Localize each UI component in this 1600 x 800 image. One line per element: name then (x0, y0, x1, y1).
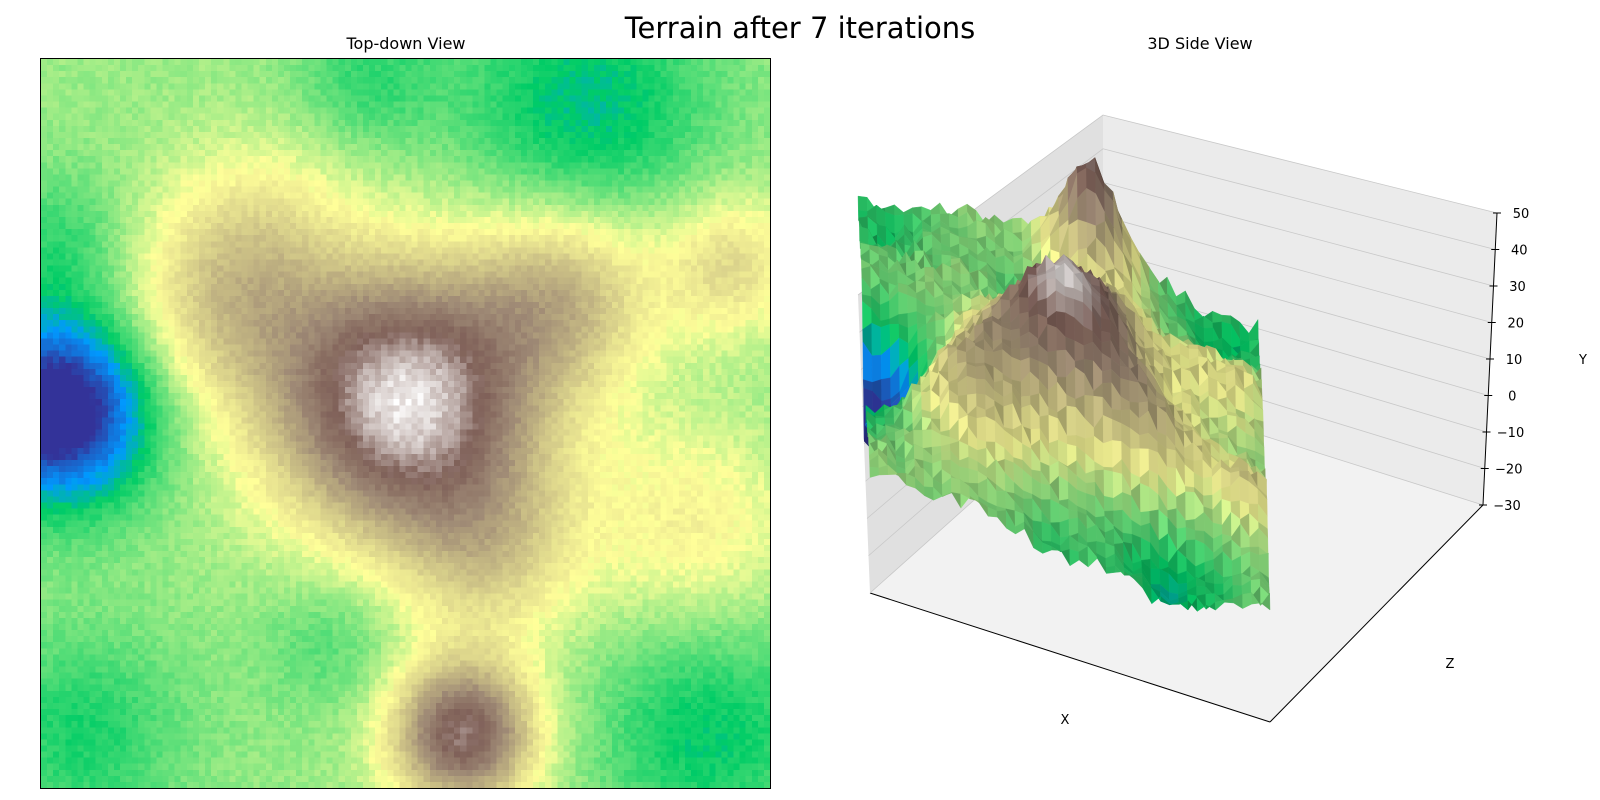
surface-facet (1103, 495, 1114, 512)
surface-facet (1059, 519, 1070, 538)
surface-facet (1100, 317, 1111, 334)
topdown-heatmap (40, 58, 771, 789)
surface-facet (1260, 592, 1271, 611)
surface-facet (976, 220, 987, 239)
surface-facet (1111, 419, 1122, 442)
y-tick-label: −30 (1493, 499, 1520, 514)
surface-facet (871, 322, 882, 356)
surface-facet (951, 477, 961, 495)
surface-facet (996, 490, 1007, 510)
surface-facet (1047, 324, 1058, 353)
surface-facet (985, 416, 996, 443)
surface-facet (1139, 432, 1150, 450)
topdown-view-title: Top-down View (346, 34, 466, 53)
figure-suptitle: Terrain after 7 iterations (624, 11, 976, 45)
surface-facet (1188, 344, 1199, 350)
surface-facet (1184, 486, 1195, 493)
surface-facet (1040, 483, 1051, 500)
surface-facet (1140, 482, 1150, 513)
y-tick-label: 30 (1509, 280, 1526, 295)
side-view-title: 3D Side View (1147, 34, 1253, 53)
y-tick-label: 50 (1513, 207, 1530, 222)
surface-facet (1203, 327, 1214, 343)
surface-facet (966, 375, 977, 396)
surface-facet (995, 255, 1006, 275)
surface-facet (968, 468, 979, 484)
x-axis-line (869, 592, 1271, 723)
surface-facet (1130, 448, 1141, 478)
surface-facet (1003, 403, 1014, 430)
surface-facet (1041, 521, 1052, 542)
surface-facet (1150, 568, 1161, 585)
surface-facet (1232, 573, 1243, 587)
surface-facet (1195, 539, 1205, 567)
surface-facet (1102, 414, 1113, 444)
y-tick-label: −20 (1495, 463, 1522, 478)
z-axis-line (1269, 504, 1484, 723)
surface-facet (1011, 356, 1022, 383)
surface-facet (1048, 414, 1059, 444)
y-axis-label: Y (1578, 353, 1587, 368)
x-axis-label: X (1061, 713, 1070, 728)
y-tick-label: 40 (1511, 244, 1528, 259)
y-tick-label: 0 (1508, 390, 1516, 405)
surface-facet (871, 354, 882, 383)
y-tick-label: 10 (1506, 353, 1523, 368)
surface-facet (881, 377, 891, 402)
surface-facet (1065, 312, 1075, 342)
surface-facet (1202, 476, 1213, 497)
terrain-surface (857, 157, 1271, 612)
surface-facet (1056, 349, 1067, 378)
y-tick-label: 20 (1507, 317, 1524, 332)
surface-facet (1019, 297, 1029, 315)
surface-facet (1103, 469, 1114, 499)
surface-facet (930, 202, 941, 215)
surface-facet (1066, 405, 1077, 437)
surface-facet (1021, 404, 1032, 430)
surface-facet (1086, 187, 1097, 227)
surface-facet (975, 378, 986, 396)
y-tick-label: −10 (1497, 426, 1524, 441)
surface-facet (1077, 219, 1088, 251)
surface-facet (1103, 440, 1113, 468)
surface-facet (1185, 491, 1196, 521)
surface-facet (976, 416, 987, 443)
surface-facet (857, 195, 868, 212)
surface-facet (894, 204, 904, 216)
surface-facet (926, 320, 937, 342)
surface-facet (975, 365, 986, 380)
surface-facet (898, 291, 909, 315)
surface-facet (1102, 368, 1112, 384)
surface-facet (1012, 217, 1023, 234)
z-axis-label: Z (1446, 657, 1455, 672)
topdown-heatmap-image (41, 59, 770, 788)
surface-facet (941, 450, 951, 461)
surface-facet (884, 417, 895, 425)
surface-facet (922, 429, 933, 449)
surface-facet (1166, 448, 1177, 469)
surface-facet (1129, 380, 1140, 403)
